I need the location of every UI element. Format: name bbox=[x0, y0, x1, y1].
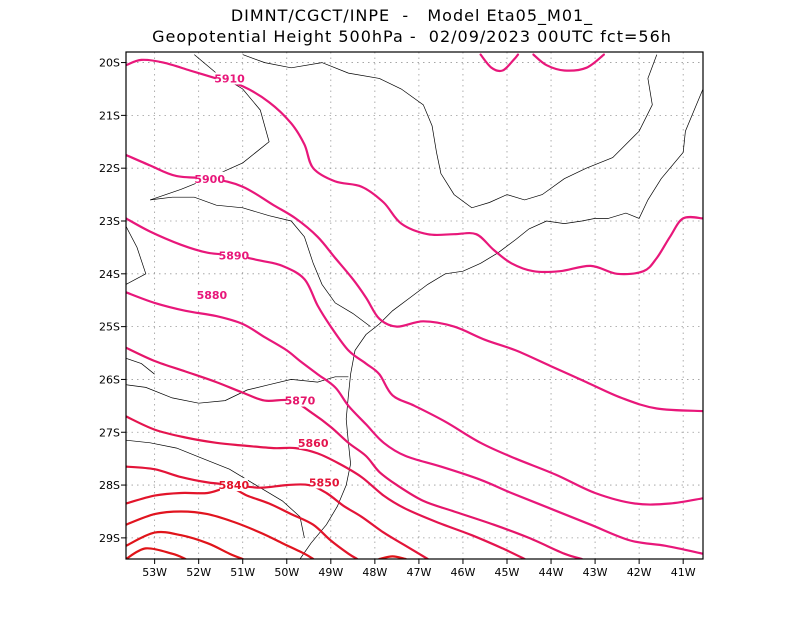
border-pr-sp bbox=[150, 196, 371, 327]
contour-label-bg bbox=[299, 435, 328, 449]
contour-label-bg bbox=[310, 475, 339, 489]
y-tick-label: 26S bbox=[99, 373, 120, 386]
contour-5870 bbox=[126, 346, 583, 559]
y-tick-label: 28S bbox=[99, 479, 120, 492]
contour-5810 bbox=[378, 555, 407, 559]
border-pr-west bbox=[126, 226, 147, 285]
contour-label-bg bbox=[219, 248, 248, 262]
contour-label-bg bbox=[219, 478, 248, 492]
x-tick-label: 52W bbox=[186, 566, 211, 579]
plot-frame bbox=[125, 51, 704, 560]
border-mg-sp bbox=[242, 54, 658, 209]
contour-lines bbox=[126, 53, 703, 559]
y-tick-label: 20S bbox=[99, 57, 120, 70]
x-tick-label: 41W bbox=[671, 566, 696, 579]
contour-label-bg bbox=[215, 71, 244, 85]
title-line-1: DIMNT/CGCT/INPE - Model Eta05_M01_ bbox=[230, 6, 594, 25]
contour-label-5860: 5860 bbox=[298, 437, 329, 450]
contour-5890 bbox=[126, 217, 703, 506]
contour-5820 bbox=[126, 530, 244, 559]
border-coast bbox=[299, 218, 596, 559]
x-tick-label: 50W bbox=[274, 566, 299, 579]
contour-label-bg bbox=[195, 171, 224, 185]
contour-label-5870: 5870 bbox=[285, 395, 316, 408]
x-tick-label: 43W bbox=[583, 566, 608, 579]
contour-label-5880: 5880 bbox=[197, 289, 228, 302]
contour-label-5890: 5890 bbox=[219, 249, 250, 262]
contour-5860 bbox=[126, 415, 526, 559]
x-tick-label: 46W bbox=[451, 566, 476, 579]
contour-5810 bbox=[126, 547, 187, 559]
contour-label-5840: 5840 bbox=[219, 479, 250, 492]
contour-label-5850: 5850 bbox=[309, 476, 340, 489]
border-sc-rs bbox=[126, 439, 305, 538]
contour-5910 bbox=[532, 53, 605, 72]
border-coast-north bbox=[595, 88, 703, 219]
contour-label-5910: 5910 bbox=[214, 72, 245, 85]
y-tick-label: 29S bbox=[99, 532, 120, 545]
title-line-2: Geopotential Height 500hPa - 02/09/2023 … bbox=[152, 27, 672, 46]
grid-lines bbox=[126, 52, 703, 559]
contour-5830 bbox=[126, 510, 315, 559]
x-tick-label: 53W bbox=[142, 566, 167, 579]
y-tick-label: 22S bbox=[99, 162, 120, 175]
x-tick-label: 49W bbox=[318, 566, 343, 579]
y-axis: 20S 21S 22S 23S 24S 25S 26S 27S 28S 29S bbox=[99, 57, 126, 545]
x-tick-label: 45W bbox=[495, 566, 520, 579]
x-tick-label: 47W bbox=[406, 566, 431, 579]
contour-label-5900: 5900 bbox=[194, 173, 225, 186]
y-tick-label: 23S bbox=[99, 215, 120, 228]
y-tick-label: 27S bbox=[99, 426, 120, 439]
contour-5910 bbox=[479, 53, 520, 73]
y-tick-label: 25S bbox=[99, 321, 120, 334]
contour-5910 bbox=[126, 58, 703, 276]
contour-label-bg bbox=[197, 287, 226, 301]
contour-label-bg bbox=[285, 393, 314, 407]
border-arg-border bbox=[126, 357, 155, 375]
political-borders bbox=[126, 54, 703, 559]
x-tick-label: 48W bbox=[362, 566, 387, 579]
x-tick-label: 51W bbox=[230, 566, 255, 579]
y-tick-label: 21S bbox=[99, 109, 120, 122]
contour-5840 bbox=[126, 486, 359, 559]
contour-labels: 5910 5900 5890 5880 5870 5860 5850 5840 bbox=[194, 71, 340, 492]
x-tick-label: 44W bbox=[539, 566, 564, 579]
y-tick-label: 24S bbox=[99, 268, 120, 281]
contour-5880 bbox=[126, 291, 703, 555]
x-tick-label: 42W bbox=[627, 566, 652, 579]
border-pr-sc bbox=[126, 376, 349, 404]
contour-5850 bbox=[126, 465, 429, 559]
contour-5900 bbox=[126, 153, 703, 413]
x-axis: 53W 52W 51W 50W 49W 48W 47W 46W 45W 44W 43W 42W 41W bbox=[142, 559, 696, 579]
